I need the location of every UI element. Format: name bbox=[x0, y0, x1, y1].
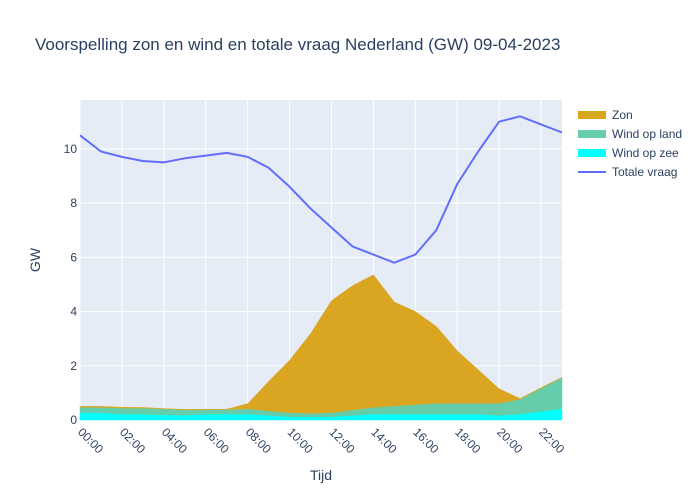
y-tick-label: 10 bbox=[64, 142, 78, 156]
legend-label: Wind op zee bbox=[612, 146, 679, 160]
legend-item-zon[interactable]: Zon bbox=[578, 108, 633, 122]
y-axis-ticks: 0 2 4 6 8 10 bbox=[64, 142, 78, 427]
y-tick-label: 2 bbox=[70, 359, 77, 373]
y-tick-label: 0 bbox=[70, 413, 77, 427]
line-series bbox=[79, 115, 563, 264]
legend[interactable]: Zon Wind op land Wind op zee Totale vraag bbox=[578, 108, 682, 179]
legend-item-wind-op-land[interactable]: Wind op land bbox=[578, 127, 682, 141]
legend-item-wind-op-zee[interactable]: Wind op zee bbox=[578, 146, 679, 160]
area-series bbox=[79, 274, 563, 421]
legend-item-totale-vraag[interactable]: Totale vraag bbox=[578, 165, 677, 179]
legend-swatch bbox=[578, 130, 606, 138]
legend-label: Zon bbox=[612, 108, 633, 122]
x-axis-title: Tijd bbox=[310, 467, 332, 483]
chart-title: Voorspelling zon en wind en totale vraag… bbox=[35, 35, 560, 54]
y-axis-title: GW bbox=[27, 247, 43, 272]
legend-label: Totale vraag bbox=[612, 165, 677, 179]
line-totale-vraag bbox=[79, 115, 563, 264]
legend-swatch bbox=[578, 111, 606, 119]
area-wind-op-zee bbox=[79, 408, 563, 421]
y-tick-label: 4 bbox=[70, 305, 77, 319]
legend-label: Wind op land bbox=[612, 127, 682, 141]
y-tick-label: 8 bbox=[70, 196, 77, 210]
y-tick-label: 6 bbox=[70, 250, 77, 264]
legend-swatch bbox=[578, 149, 606, 157]
